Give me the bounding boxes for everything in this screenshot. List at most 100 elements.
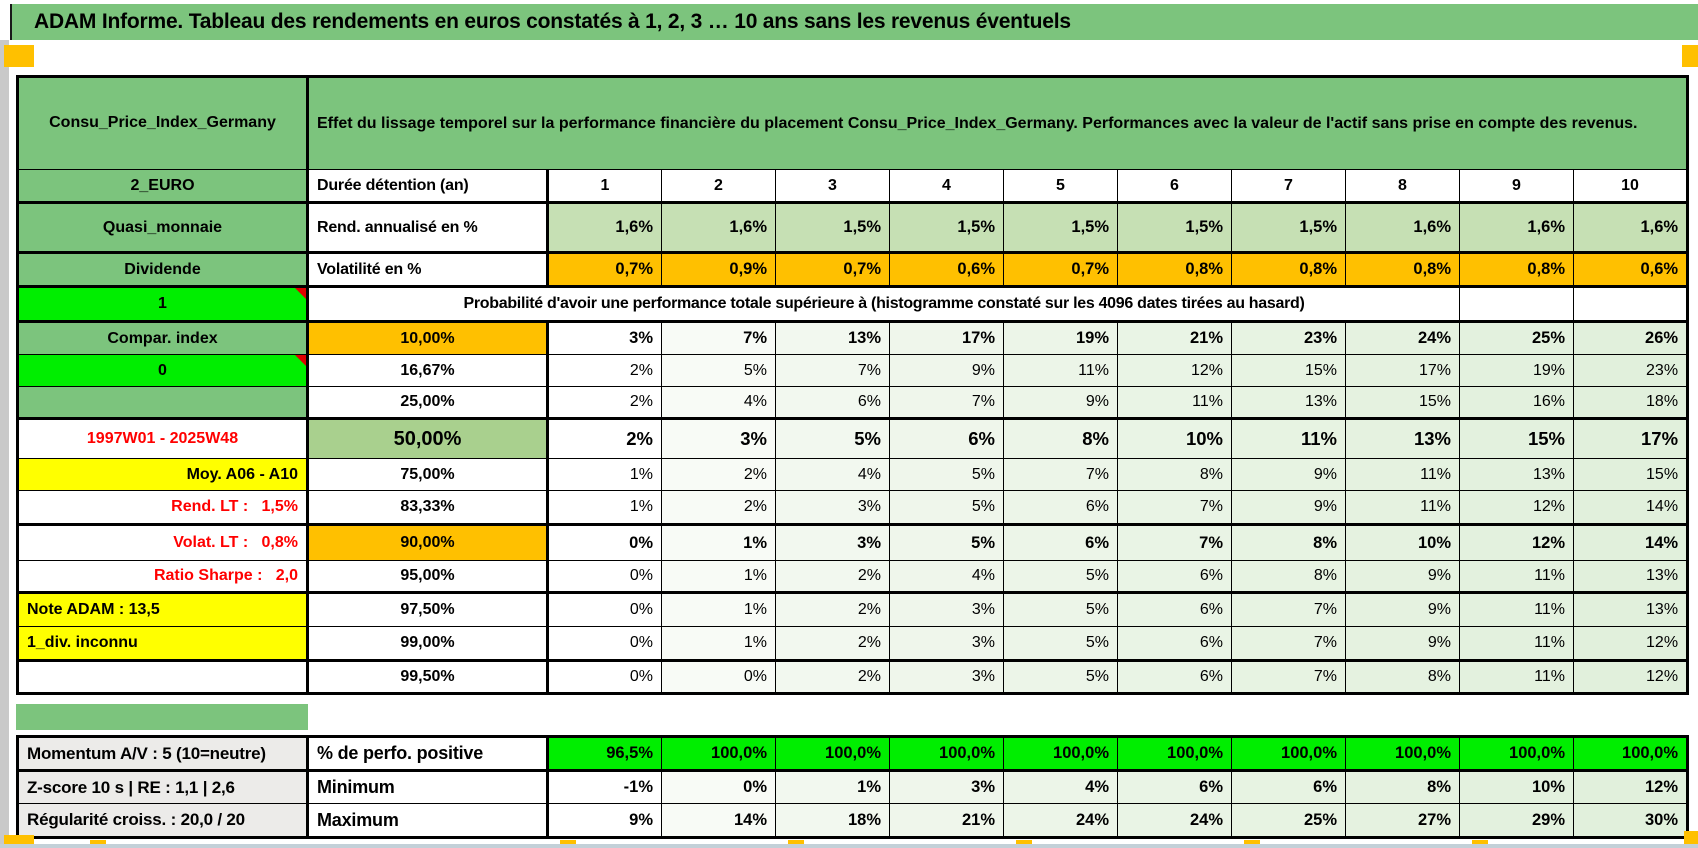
- value-cell[interactable]: 9%: [1003, 386, 1118, 420]
- value-cell[interactable]: 30%: [1573, 803, 1688, 838]
- cell-asset-name[interactable]: Consu_Price_Index_Germany: [17, 76, 309, 170]
- threshold-cell[interactable]: 10,00%: [307, 321, 549, 355]
- value-cell[interactable]: 9%: [1345, 626, 1460, 662]
- value-cell[interactable]: 15%: [1231, 354, 1346, 387]
- value-cell[interactable]: 8%: [1345, 660, 1460, 694]
- value-cell[interactable]: 9%: [1231, 458, 1346, 491]
- value-cell[interactable]: 0,8%: [1231, 252, 1346, 288]
- value-cell[interactable]: 7%: [889, 386, 1004, 420]
- value-cell[interactable]: 7%: [1231, 626, 1346, 662]
- value-cell[interactable]: 1,5%: [775, 202, 890, 254]
- value-cell[interactable]: 7%: [661, 321, 776, 355]
- value-cell[interactable]: 7%: [1231, 592, 1346, 627]
- value-cell[interactable]: 24%: [1345, 321, 1460, 355]
- cell-quasi-monnaie[interactable]: Quasi_monnaie: [17, 202, 309, 254]
- value-cell[interactable]: 5%: [661, 354, 776, 387]
- value-cell[interactable]: 4%: [889, 560, 1004, 594]
- value-cell[interactable]: 2%: [547, 386, 662, 420]
- value-cell[interactable]: 0%: [547, 592, 662, 627]
- cell-period-range[interactable]: 1997W01 - 2025W48: [17, 418, 309, 459]
- cell-year-10[interactable]: 10: [1572, 169, 1689, 204]
- value-cell[interactable]: 12%: [1459, 524, 1574, 561]
- value-cell[interactable]: 2%: [775, 560, 890, 594]
- cell-duration-label[interactable]: Durée détention (an): [307, 169, 549, 204]
- value-cell[interactable]: 3%: [889, 770, 1004, 804]
- value-cell[interactable]: 1%: [547, 458, 662, 491]
- cell-ratio-sharpe[interactable]: Ratio Sharpe : 2,0: [17, 560, 309, 594]
- value-cell[interactable]: 7%: [1117, 524, 1232, 561]
- value-cell[interactable]: 24%: [1117, 803, 1232, 838]
- cell-year-5[interactable]: 5: [1003, 169, 1118, 204]
- value-cell[interactable]: 12%: [1572, 626, 1689, 662]
- threshold-cell[interactable]: 16,67%: [307, 354, 549, 387]
- value-cell[interactable]: 0%: [547, 524, 662, 561]
- cell-year-6[interactable]: 6: [1117, 169, 1232, 204]
- threshold-cell[interactable]: 25,00%: [307, 386, 549, 420]
- value-cell[interactable]: 8%: [1231, 524, 1346, 561]
- value-cell[interactable]: 4%: [775, 458, 890, 491]
- value-cell[interactable]: 6%: [1117, 592, 1232, 627]
- cell-annualized-label[interactable]: Rend. annualisé en %: [307, 202, 549, 254]
- value-cell[interactable]: 4%: [1003, 770, 1118, 804]
- value-cell[interactable]: 12%: [1117, 354, 1232, 387]
- value-cell[interactable]: [1459, 286, 1574, 323]
- value-cell[interactable]: 24%: [1003, 803, 1118, 838]
- cell-description[interactable]: Effet du lissage temporel sur la perform…: [306, 76, 1690, 170]
- value-cell[interactable]: 5%: [1003, 592, 1118, 627]
- value-cell[interactable]: 5%: [889, 490, 1004, 526]
- value-cell[interactable]: 2%: [547, 418, 662, 459]
- value-cell[interactable]: 100,0%: [1459, 736, 1574, 772]
- value-cell[interactable]: 100,0%: [1117, 736, 1232, 772]
- cell-2euro[interactable]: 2_EURO: [17, 169, 309, 204]
- value-cell[interactable]: 14%: [1572, 524, 1689, 561]
- value-cell[interactable]: 27%: [1345, 803, 1460, 838]
- value-cell[interactable]: 10%: [1117, 418, 1232, 459]
- value-cell[interactable]: 9%: [547, 803, 662, 838]
- value-cell[interactable]: 13%: [775, 321, 890, 355]
- value-cell[interactable]: 8%: [1003, 418, 1118, 459]
- value-cell[interactable]: 0%: [661, 770, 776, 804]
- value-cell[interactable]: 0%: [661, 660, 776, 694]
- value-cell[interactable]: 6%: [1231, 770, 1346, 804]
- value-cell[interactable]: 11%: [1345, 490, 1460, 526]
- value-cell[interactable]: 0,8%: [1459, 252, 1574, 288]
- value-cell[interactable]: 100,0%: [775, 736, 890, 772]
- value-cell[interactable]: 3%: [661, 418, 776, 459]
- value-cell[interactable]: 10%: [1459, 770, 1574, 804]
- threshold-cell[interactable]: 97,50%: [307, 592, 549, 627]
- value-cell[interactable]: [1572, 286, 1689, 323]
- value-cell[interactable]: 2%: [775, 660, 890, 694]
- report-title-bar[interactable]: ADAM Informe. Tableau des rendements en …: [10, 4, 1698, 40]
- value-cell[interactable]: 6%: [1117, 560, 1232, 594]
- value-cell[interactable]: 1%: [661, 524, 776, 561]
- value-cell[interactable]: 11%: [1459, 660, 1574, 694]
- value-cell[interactable]: 7%: [1003, 458, 1118, 491]
- value-cell[interactable]: 17%: [889, 321, 1004, 355]
- value-cell[interactable]: 6%: [1117, 626, 1232, 662]
- value-cell[interactable]: 2%: [775, 626, 890, 662]
- cell-momentum[interactable]: Momentum A/V : 5 (10=neutre): [17, 736, 309, 772]
- value-cell[interactable]: 16%: [1459, 386, 1574, 420]
- cell-year-4[interactable]: 4: [889, 169, 1004, 204]
- threshold-cell[interactable]: 90,00%: [307, 524, 549, 561]
- cell-volatility-label[interactable]: Volatilité en %: [307, 252, 549, 288]
- value-cell[interactable]: 14%: [1572, 490, 1689, 526]
- value-cell[interactable]: 11%: [1231, 418, 1346, 459]
- value-cell[interactable]: 1,5%: [889, 202, 1004, 254]
- threshold-cell[interactable]: 95,00%: [307, 560, 549, 594]
- value-cell[interactable]: 1,5%: [1003, 202, 1118, 254]
- value-cell[interactable]: 6%: [1117, 660, 1232, 694]
- value-cell[interactable]: 100,0%: [661, 736, 776, 772]
- value-cell[interactable]: 8%: [1117, 458, 1232, 491]
- value-cell[interactable]: 13%: [1572, 560, 1689, 594]
- value-cell[interactable]: 3%: [547, 321, 662, 355]
- value-cell[interactable]: 5%: [1003, 560, 1118, 594]
- value-cell[interactable]: 3%: [775, 490, 890, 526]
- value-cell[interactable]: 6%: [1003, 490, 1118, 526]
- value-cell[interactable]: 0,7%: [775, 252, 890, 288]
- value-cell[interactable]: 25%: [1231, 803, 1346, 838]
- value-cell[interactable]: 2%: [661, 458, 776, 491]
- value-cell[interactable]: 0%: [547, 560, 662, 594]
- value-cell[interactable]: 13%: [1572, 592, 1689, 627]
- value-cell[interactable]: 3%: [775, 524, 890, 561]
